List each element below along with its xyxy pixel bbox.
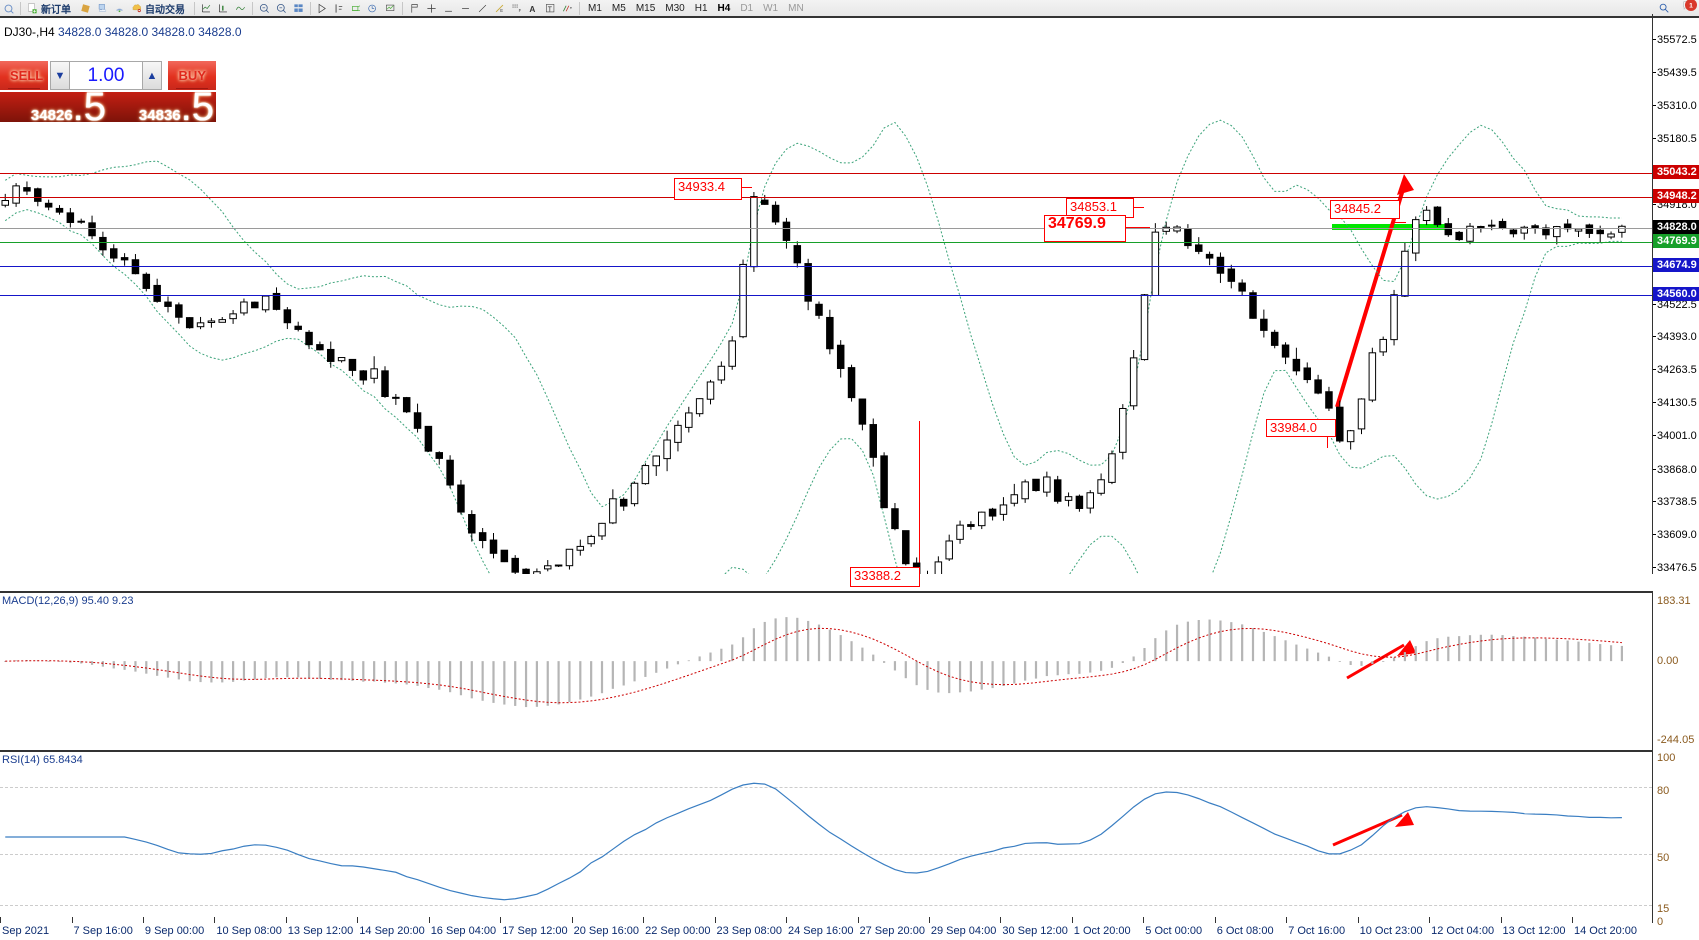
svg-text:E: E — [500, 7, 503, 12]
svg-text:F: F — [519, 7, 522, 12]
svg-text:A: A — [529, 4, 535, 13]
svg-text:1: 1 — [1689, 3, 1693, 10]
